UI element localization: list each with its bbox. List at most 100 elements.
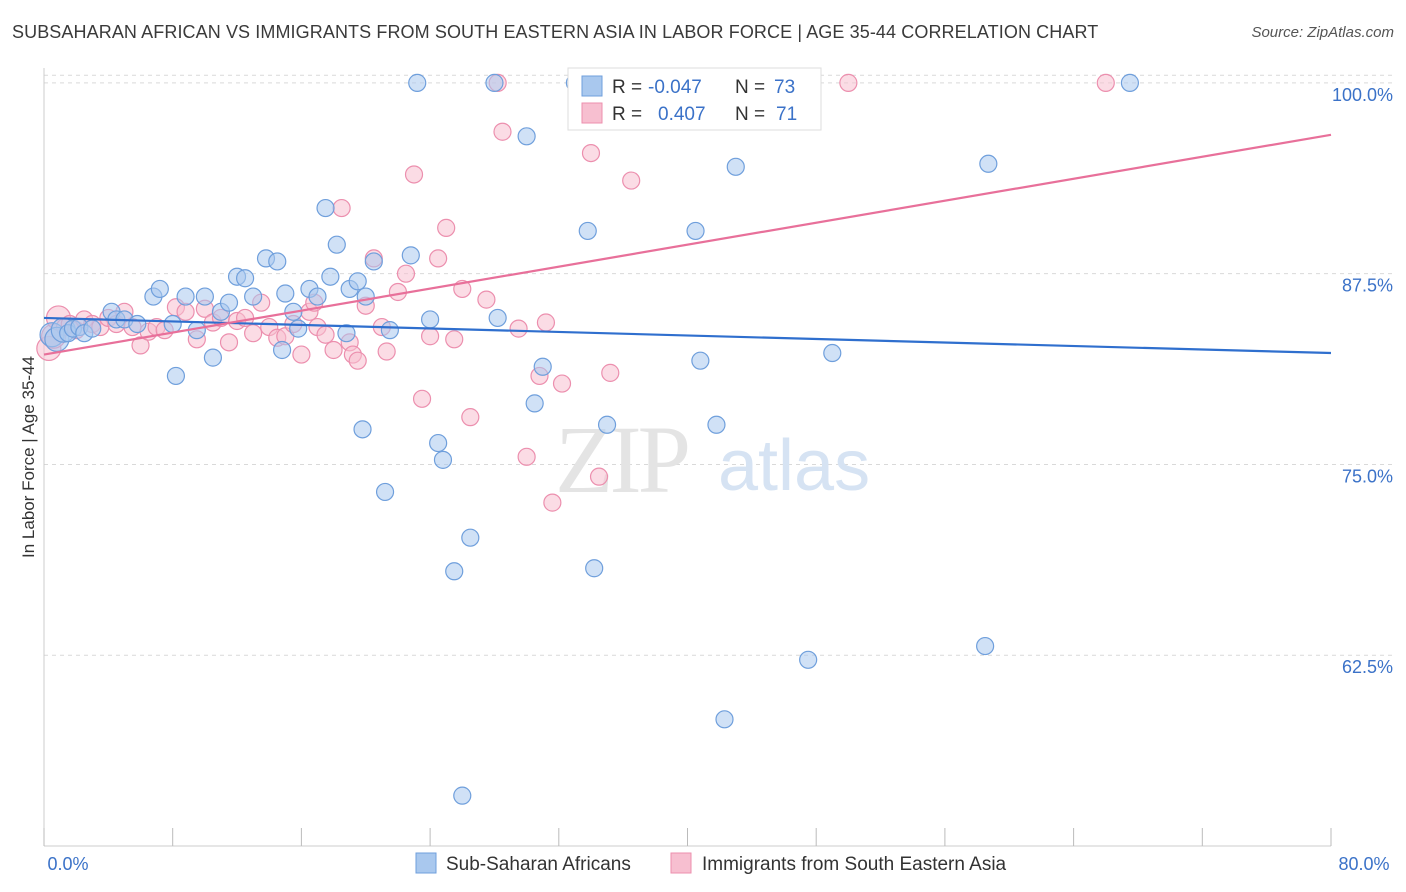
data-point: [276, 284, 295, 303]
data-point: [348, 272, 367, 291]
data-point: [332, 198, 351, 218]
data-point: [509, 319, 528, 338]
bottom-legend-label-blue: Sub-Saharan Africans: [446, 854, 631, 875]
data-point: [337, 324, 356, 343]
data-point: [543, 493, 562, 512]
data-point: [375, 482, 395, 502]
data-point: [533, 357, 552, 376]
data-point: [321, 267, 340, 286]
watermark-atlas: atlas: [718, 426, 870, 506]
legend-r-label-pink: R =: [612, 104, 642, 125]
data-point: [356, 287, 375, 306]
data-point: [308, 287, 327, 306]
trend-line: [43, 316, 1332, 355]
data-point: [1096, 73, 1115, 92]
data-point: [272, 340, 292, 360]
data-point: [150, 279, 169, 299]
data-point: [316, 325, 335, 344]
trend-lines: [43, 133, 1332, 356]
x-tick-label-min: 0.0%: [47, 854, 88, 874]
data-point: [176, 287, 195, 306]
data-point: [404, 165, 424, 184]
data-point: [128, 314, 147, 334]
x-tick-label-max: 80.0%: [1338, 854, 1389, 874]
data-point: [707, 415, 726, 434]
data-point: [517, 447, 536, 466]
bottom-legend-label-pink: Immigrants from South Eastern Asia: [702, 854, 1007, 875]
data-point: [601, 363, 620, 382]
bottom-legend: Sub-Saharan Africans Immigrants from Sou…: [415, 852, 1007, 875]
legend-n-label-pink: N =: [735, 104, 765, 125]
data-point: [691, 351, 710, 370]
data-point: [268, 252, 287, 271]
data-point: [163, 314, 182, 334]
data-point: [83, 319, 102, 338]
data-point: [488, 308, 507, 328]
y-tick-label: 87.5%: [1342, 276, 1393, 296]
data-point: [839, 73, 858, 92]
data-point: [429, 249, 448, 268]
data-point: [421, 310, 440, 329]
data-point: [581, 143, 601, 163]
watermark-zip: ZIP: [555, 406, 688, 513]
legend-swatch-pink: [581, 102, 603, 124]
data-point: [131, 336, 150, 355]
data-point: [589, 467, 609, 486]
data-point: [453, 786, 472, 805]
legend: R = -0.047 N = 73 R = 0.407 N = 71: [567, 67, 822, 131]
data-point: [380, 321, 399, 340]
data-point: [445, 562, 464, 581]
data-point: [289, 319, 308, 338]
watermark: ZIP atlas: [555, 406, 870, 513]
data-point: [244, 287, 263, 306]
source-credit: Source: ZipAtlas.com: [1251, 24, 1394, 41]
legend-r-value-blue: -0.047: [648, 77, 702, 98]
data-point: [195, 287, 214, 306]
data-point: [316, 198, 335, 218]
data-point: [485, 73, 504, 92]
data-point: [1120, 73, 1140, 92]
data-point: [433, 450, 453, 469]
data-point: [585, 559, 604, 578]
data-point: [377, 342, 396, 361]
data-point: [324, 340, 343, 360]
data-point: [292, 345, 311, 364]
data-point: [429, 433, 448, 453]
y-tick-label: 75.0%: [1342, 466, 1393, 486]
data-point: [552, 374, 572, 393]
data-point: [219, 293, 239, 312]
data-point: [726, 157, 745, 176]
data-point: [461, 528, 480, 547]
bottom-legend-swatch-blue: [415, 852, 437, 874]
data-point: [979, 154, 998, 173]
data-point: [686, 221, 705, 241]
legend-r-value-pink: 0.407: [658, 104, 706, 125]
data-point: [421, 327, 440, 346]
data-point: [976, 636, 995, 656]
data-point: [536, 313, 556, 332]
grid-lines: [44, 74, 1393, 656]
data-point: [348, 351, 367, 370]
data-point: [176, 302, 195, 321]
data-point: [517, 127, 536, 146]
data-point: [353, 420, 372, 439]
data-point: [408, 73, 427, 92]
x-ticks: [43, 828, 1332, 846]
data-point: [461, 408, 480, 427]
y-tick-label: 62.5%: [1342, 657, 1393, 677]
data-point: [396, 264, 416, 283]
data-point: [715, 710, 734, 729]
trend-line: [43, 133, 1332, 356]
data-point: [364, 252, 383, 271]
data-point: [493, 122, 512, 141]
chart-title: SUBSAHARAN AFRICAN VS IMMIGRANTS FROM SO…: [12, 22, 1099, 42]
data-point: [203, 348, 223, 367]
data-point: [219, 333, 239, 352]
legend-box: [567, 67, 822, 131]
data-point: [388, 282, 408, 302]
data-point: [437, 218, 456, 237]
legend-n-label-blue: N =: [735, 77, 765, 98]
y-tick-label: 100.0%: [1332, 85, 1393, 105]
data-point: [244, 324, 263, 343]
